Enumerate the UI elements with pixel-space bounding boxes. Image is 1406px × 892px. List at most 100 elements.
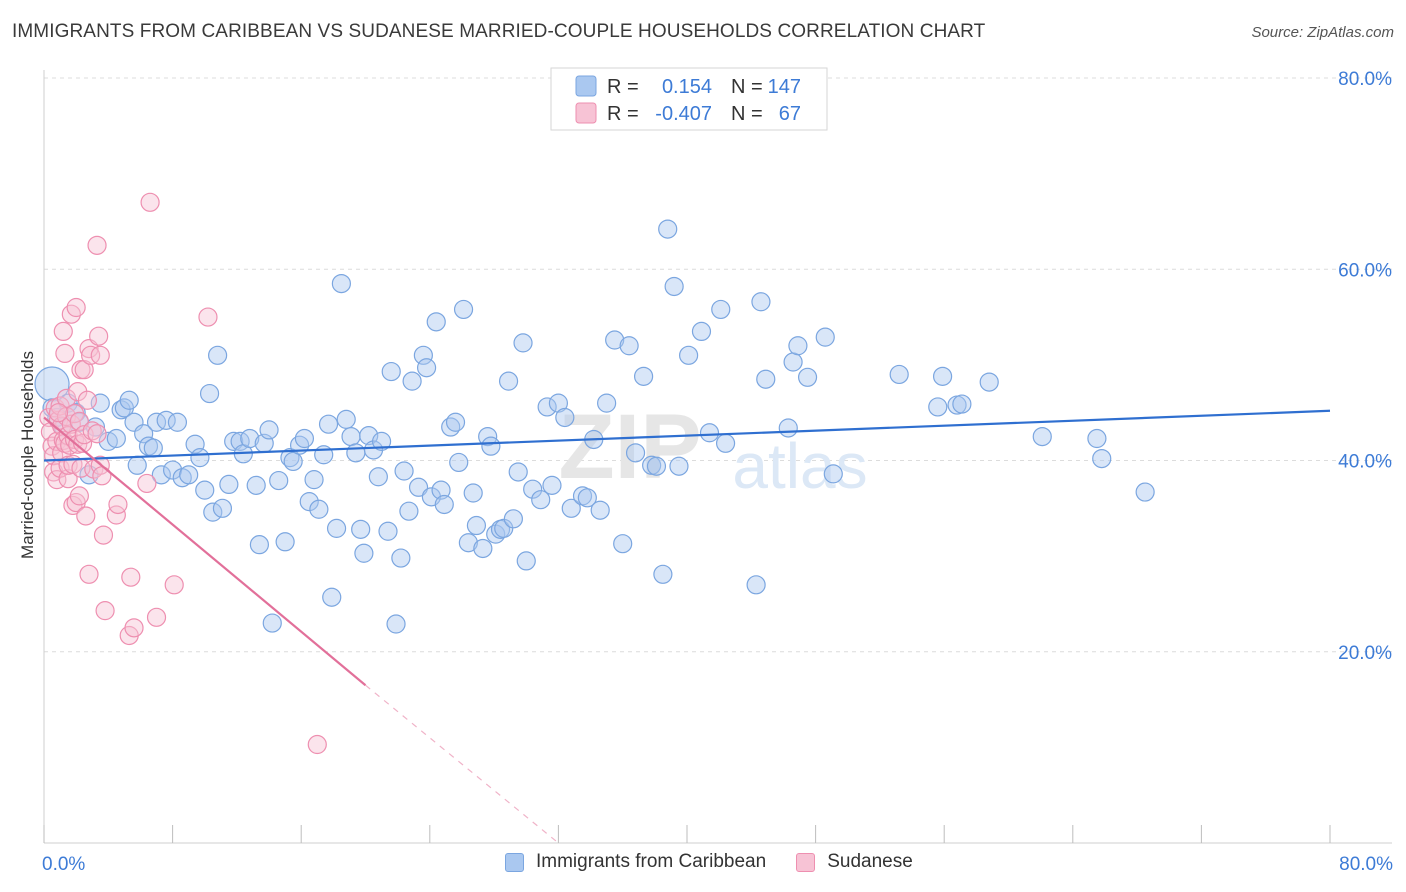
point-caribbean [979,372,999,392]
point-caribbean [426,312,446,332]
point-caribbean [751,292,771,312]
point-caribbean [613,534,633,554]
point-caribbean [889,364,909,385]
point-caribbean [481,436,501,456]
point-caribbean [669,456,689,476]
point-caribbean [453,299,474,320]
point-caribbean [445,412,466,432]
point-caribbean [783,352,803,372]
point-caribbean [134,424,154,444]
point-caribbean [1092,448,1112,469]
point-caribbean [788,336,808,356]
point-caribbean [658,219,678,239]
point-caribbean [326,518,347,538]
legend-top-swatch-pink [575,102,597,124]
point-caribbean [466,515,487,536]
point-sudanese [137,473,157,494]
legend-top-r-value: -0.407 [655,103,712,125]
point-caribbean [498,371,519,391]
point-caribbean [146,412,167,432]
legend-top-r-value: 0.154 [662,76,712,98]
point-caribbean [275,532,295,552]
point-caribbean [331,273,351,294]
point-caribbean [625,443,646,463]
point-caribbean [322,587,342,607]
point-caribbean [368,467,388,487]
source-credit: Source: ZipAtlas.com [1251,24,1394,41]
point-caribbean [715,433,736,453]
point-caribbean [416,358,437,378]
legend-label-sudanese: Sudanese [827,851,913,872]
legend-bottom: Immigrants from Caribbean Sudanese [505,851,943,873]
point-caribbean [208,345,228,365]
legend-swatch-sudanese [796,852,816,872]
point-caribbean [391,548,411,568]
point-caribbean [503,509,523,529]
data-points [34,192,1155,755]
y-tick-label: 20.0% [1338,643,1392,664]
axes [43,70,1392,844]
legend-top-r-label: R = [607,103,639,125]
legend-item-caribbean: Immigrants from Caribbean [505,851,766,873]
point-sudanese [140,192,160,212]
chart-title: IMMIGRANTS FROM CARIBBEAN VS SUDANESE MA… [12,21,986,42]
point-caribbean [932,366,953,386]
point-caribbean [167,412,188,432]
point-caribbean [531,490,551,510]
point-caribbean [309,499,329,519]
point-caribbean [577,488,597,508]
point-caribbean [653,564,673,584]
point-caribbean [249,535,270,555]
point-caribbean [346,443,366,463]
point-sudanese [79,564,99,584]
point-caribbean [664,276,684,297]
point-caribbean [119,390,139,410]
point-caribbean [354,543,374,563]
trend-line-caribbean [43,409,1331,462]
x-tick-label: 80.0% [1339,854,1393,875]
point-caribbean [431,480,451,500]
point-caribbean [378,521,398,541]
point-caribbean [219,474,239,495]
point-caribbean [823,464,843,484]
watermark-atlas: atlas [732,430,867,502]
y-tick-label: 80.0% [1338,69,1392,90]
point-caribbean [597,393,617,413]
point-caribbean [399,501,419,521]
point-caribbean [508,462,528,482]
point-sudanese [90,345,110,365]
point-caribbean [778,418,798,438]
point-caribbean [1087,428,1107,449]
point-caribbean [283,451,303,472]
point-sudanese [53,321,73,342]
point-sudanese [307,734,327,755]
point-caribbean [1032,426,1052,447]
legend-top: R = 0.154 N = 147 R = -0.407 N = 67 [550,67,828,131]
legend-top-swatch-blue [575,75,597,97]
point-caribbean [555,407,575,428]
point-sudanese [69,486,89,506]
point-caribbean [402,371,422,391]
point-caribbean [679,345,699,365]
point-caribbean [711,299,731,320]
y-tick-label: 60.0% [1338,260,1392,281]
point-caribbean [699,423,720,443]
legend-top-r-label: R = [607,76,639,98]
point-caribbean [619,336,639,356]
watermark: ZIP atlas [558,396,867,502]
point-caribbean [590,500,610,520]
point-caribbean [199,383,220,404]
point-caribbean [212,498,233,518]
point-caribbean [151,465,171,485]
point-caribbean [952,394,972,414]
legend-swatch-caribbean [505,852,524,872]
point-caribbean [458,533,478,553]
point-caribbean [537,397,557,417]
point-sudanese [76,506,96,526]
legend-top-n-value: 67 [779,103,801,125]
trend-line-sudanese [43,416,367,687]
point-caribbean [797,367,818,387]
legend-top-n-value: 147 [768,76,801,98]
point-sudanese [74,360,94,380]
trend-line-sudanese-extrapolated [365,684,559,844]
